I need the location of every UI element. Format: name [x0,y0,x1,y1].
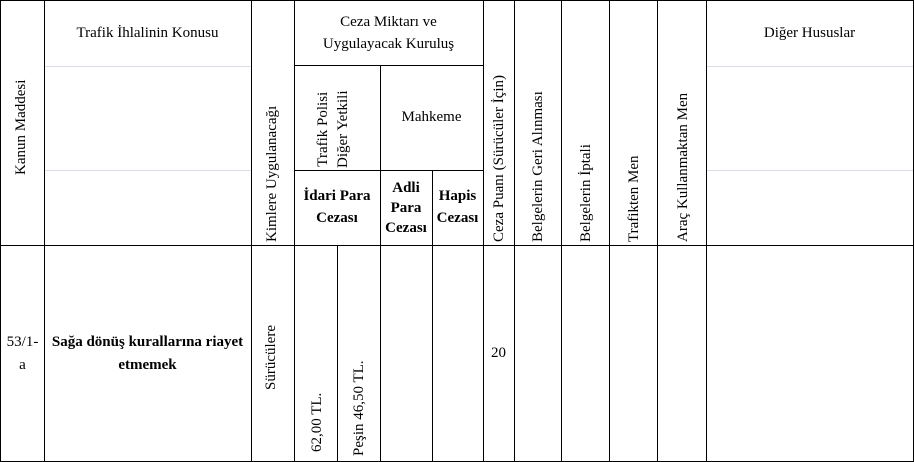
grid-line [432,170,433,462]
header-trafik-polisi: Trafik Polisi Diğer Yetkili [315,90,351,168]
grid-line [706,0,707,462]
grid-line [380,65,381,462]
guide-line [706,170,913,171]
guide-line [706,66,913,67]
header-trafikten-men: Trafikten Men [626,155,642,242]
table-border [0,0,914,1]
header-hapis: Hapis Cezası [436,188,479,226]
header-mahkeme: Mahkeme [401,109,462,126]
header-ceza-miktari: Ceza Miktarı ve Uygulayacak Kuruluş [322,14,455,52]
row-ceza-puani: 20 [491,345,506,362]
row-madde: 53/1- a [6,334,39,373]
header-ihlal-konusu: Trafik İhlalinin Konusu [76,25,219,41]
header-diger-hususlar: Diğer Hususlar [763,25,856,41]
grid-line [609,0,610,462]
header-ceza-puani: Ceza Puanı (Sürücüler İçin) [491,74,507,242]
grid-line [294,0,295,462]
grid-line [657,0,658,462]
header-arac-men: Araç Kullanmaktan Men [675,92,691,242]
grid-line [514,0,515,462]
row-idari-ceza: 62,00 TL. [309,392,325,452]
header-kanun-maddesi: Kanun Maddesi [13,79,29,175]
grid-line [337,246,338,462]
header-idari-para: İdari Para Cezası [303,188,371,226]
header-belge-iptal: Belgelerin İptali [578,144,594,242]
row-kimlere: Sürücülere [263,325,279,390]
grid-line [44,0,45,462]
header-kimlere: Kimlere Uygulanacağı [264,105,280,242]
grid-line [483,0,484,462]
row-konu: Sağa dönüş kurallarına riayet etmemek [51,334,244,373]
header-belge-geri: Belgelerin Geri Alınması [530,91,546,242]
grid-line [294,65,483,66]
grid-line [294,170,483,171]
row-pesin-ceza: Peşin 46,50 TL. [351,360,367,456]
table-border [0,0,1,462]
grid-line [561,0,562,462]
header-adli-para: Adli Para Cezası [385,179,427,237]
grid-line [251,0,252,462]
grid-line [0,245,914,246]
guide-line [44,170,251,171]
guide-line [44,66,251,67]
